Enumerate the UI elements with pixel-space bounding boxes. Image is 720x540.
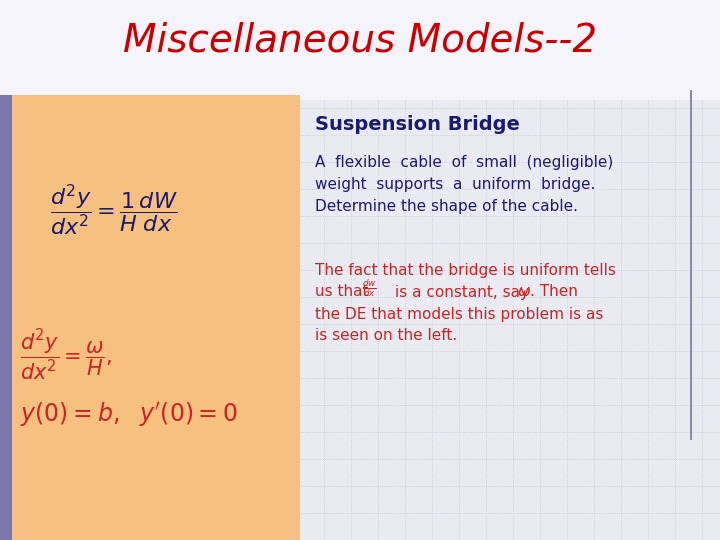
Text: is seen on the left.: is seen on the left.: [315, 328, 457, 343]
Text: $\omega$: $\omega$: [517, 285, 531, 300]
Text: The fact that the bridge is uniform tells: The fact that the bridge is uniform tell…: [315, 262, 616, 278]
Bar: [690, 90, 692, 440]
Text: us that: us that: [315, 285, 369, 300]
Bar: [0, 95, 12, 540]
Text: the DE that models this problem is as: the DE that models this problem is as: [315, 307, 603, 321]
Text: $y(0) = b,\ \ y'(0) = 0$: $y(0) = b,\ \ y'(0) = 0$: [20, 401, 238, 429]
Bar: [0, 0, 720, 100]
Text: Suspension Bridge: Suspension Bridge: [315, 116, 520, 134]
Text: $\frac{dw}{dx}$: $\frac{dw}{dx}$: [362, 277, 377, 299]
Text: Determine the shape of the cable.: Determine the shape of the cable.: [315, 199, 578, 213]
Text: . Then: . Then: [530, 285, 578, 300]
Text: A  flexible  cable  of  small  (negligible): A flexible cable of small (negligible): [315, 154, 613, 170]
Bar: [0, 95, 300, 540]
Text: is a constant, say: is a constant, say: [395, 285, 529, 300]
Text: $\dfrac{d^2y}{dx^2} = \dfrac{1}{H}\dfrac{dW}{dx}$: $\dfrac{d^2y}{dx^2} = \dfrac{1}{H}\dfrac…: [50, 182, 178, 238]
Text: Miscellaneous Models--2: Miscellaneous Models--2: [123, 21, 597, 59]
Text: $\dfrac{d^2y}{dx^2} = \dfrac{\omega}{H},$: $\dfrac{d^2y}{dx^2} = \dfrac{\omega}{H},…: [20, 327, 112, 383]
Text: weight  supports  a  uniform  bridge.: weight supports a uniform bridge.: [315, 177, 595, 192]
